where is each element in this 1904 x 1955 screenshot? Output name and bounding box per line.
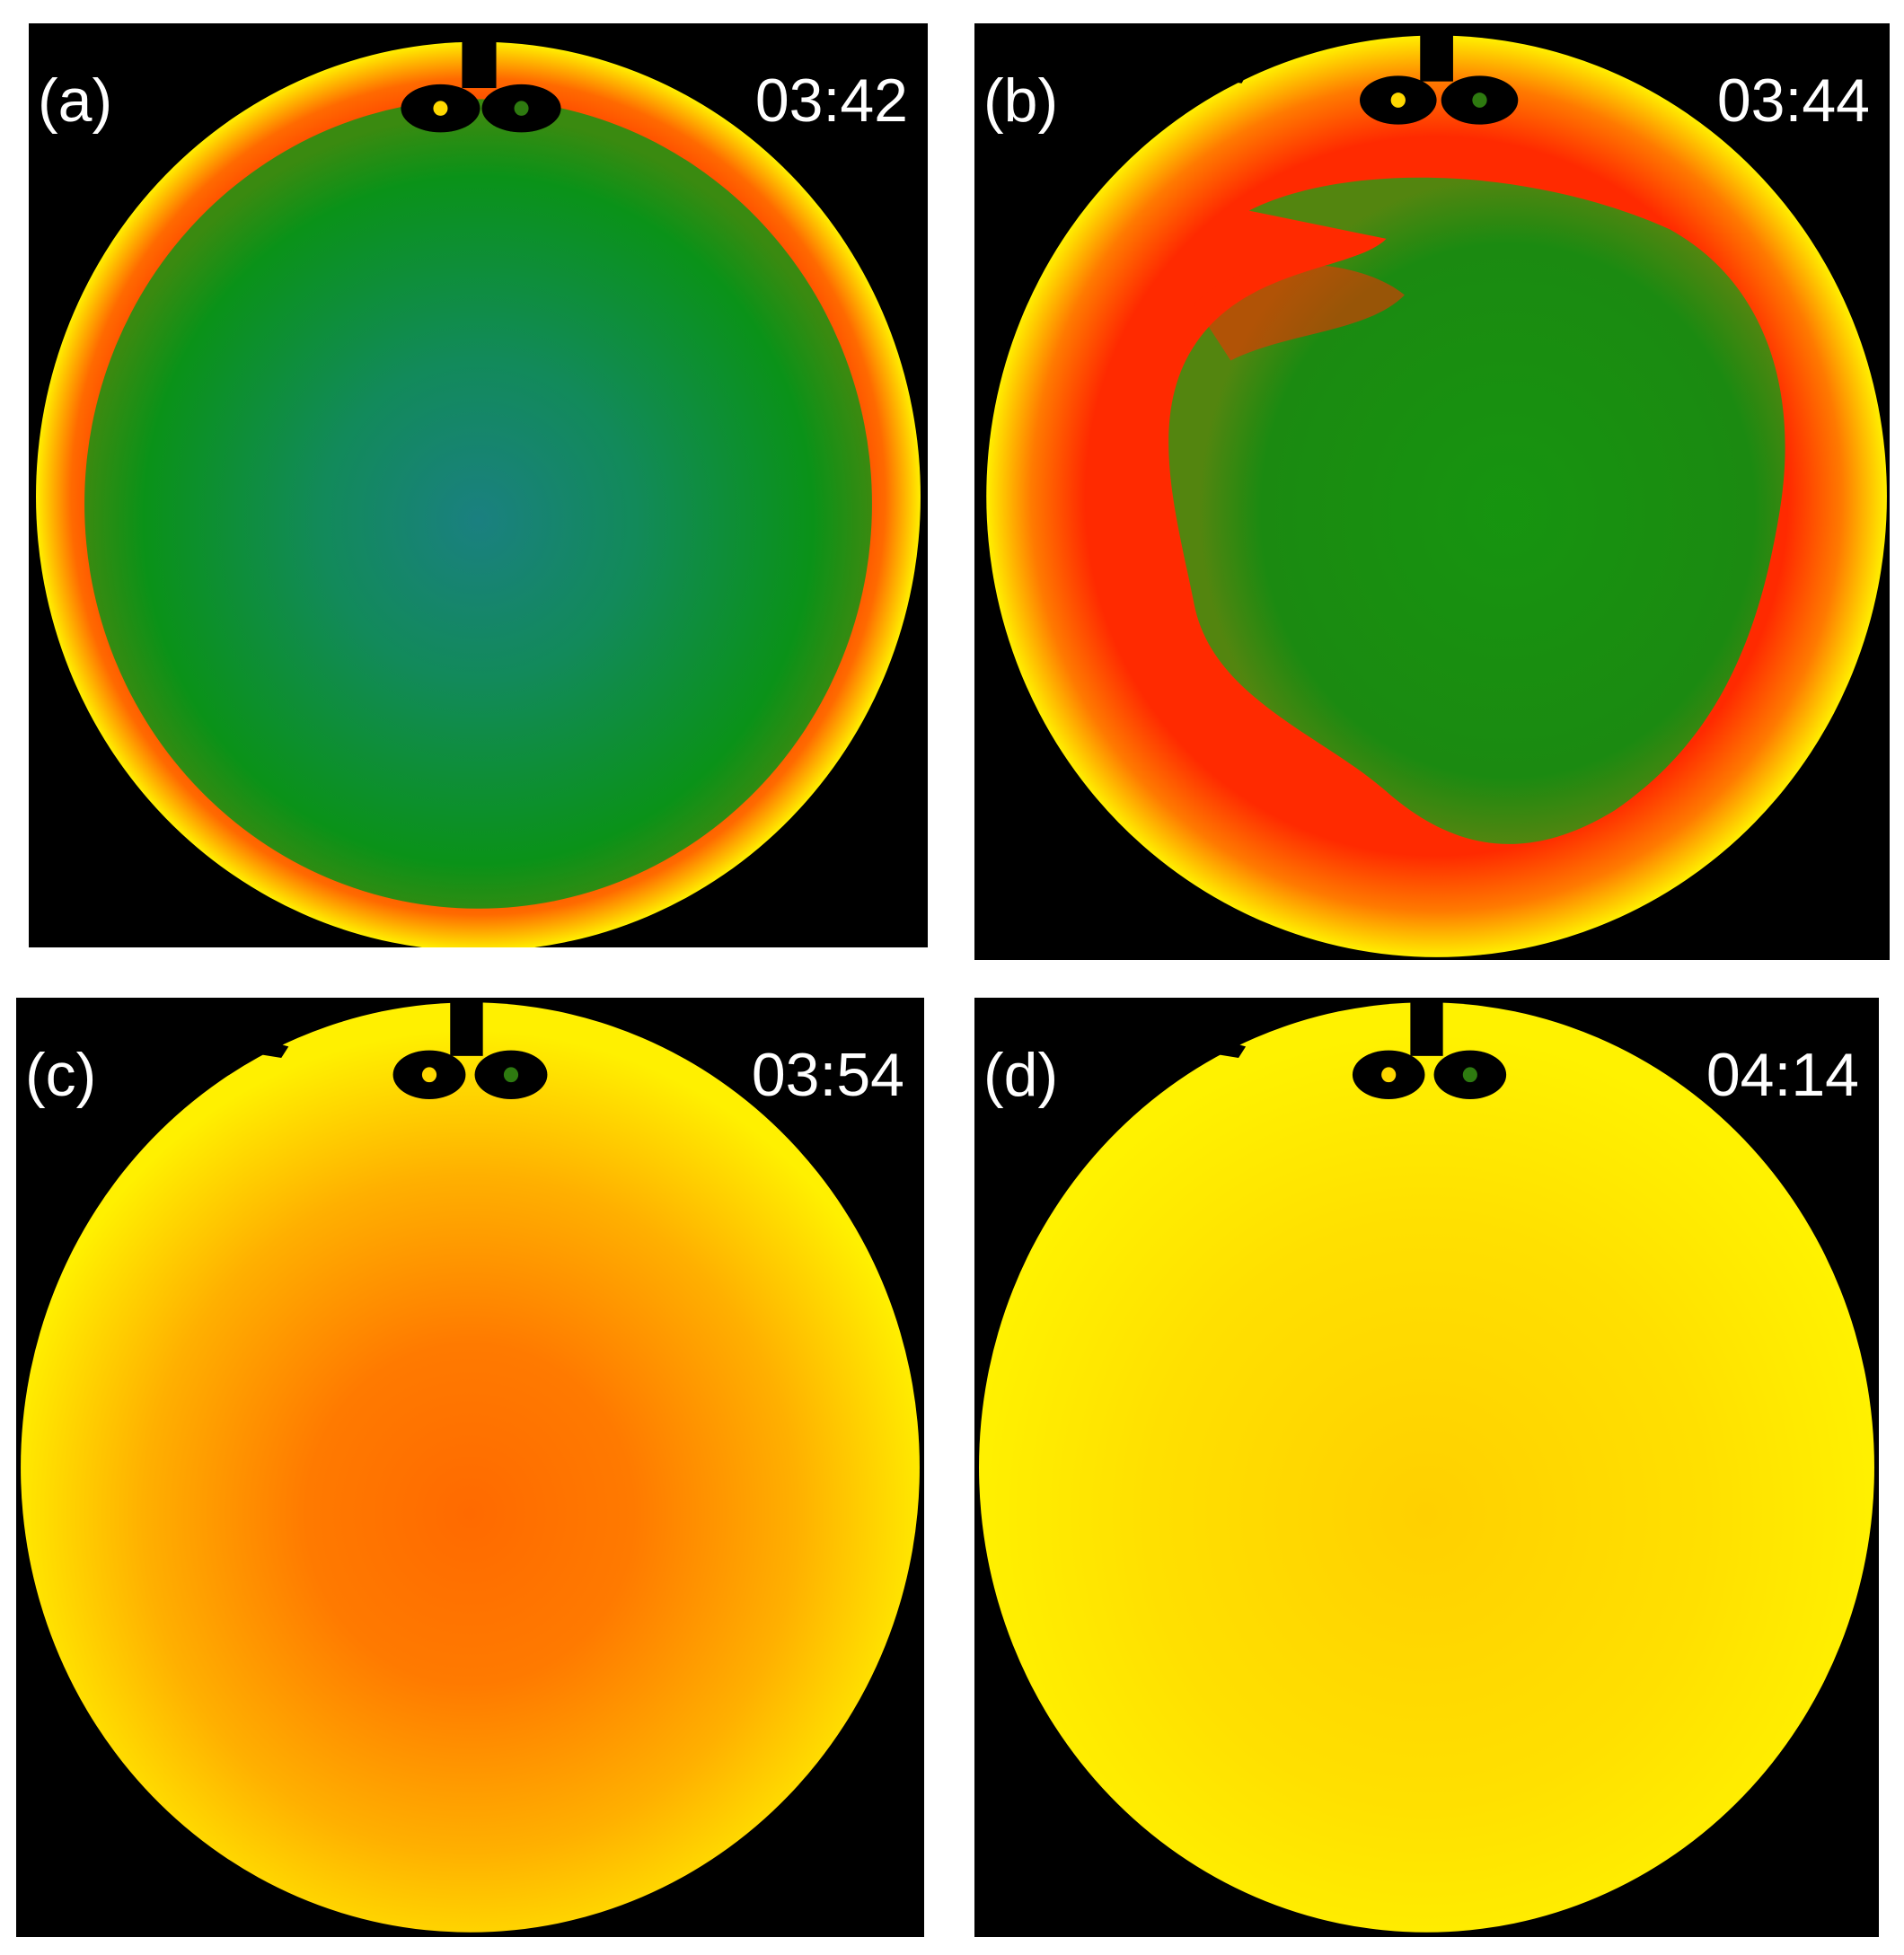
rim-notch [1213,62,1249,84]
top-slot [450,998,483,1056]
disc-image-d [979,998,1874,1933]
timestamp: 03:44 [1716,66,1870,135]
red-plume [1194,264,1405,361]
panel-c: (c) 03:54 [16,998,924,1937]
rim-notch [253,1036,289,1058]
sensor-dot-left [1390,92,1406,108]
disc-image-c [21,998,920,1933]
panel-label: (a) [38,66,113,135]
sensor-dot-right [1472,92,1487,108]
sensor-dot-left [1381,1067,1397,1083]
panel-label: (c) [25,1041,97,1109]
disc-fill [979,1002,1874,1933]
disc-image-a [36,23,921,947]
disc-core [1168,177,1785,844]
disc-fill [21,1002,920,1933]
top-slot [1410,998,1443,1056]
top-slot [462,23,497,89]
sensor-dot-left [433,101,448,116]
sensor-dot-right [514,101,529,116]
top-slot [1420,23,1453,82]
sensor-dot-left [421,1067,437,1083]
panel-a: (a) 03:42 [29,23,928,947]
sensor-dot-right [503,1067,519,1083]
rim-notch [264,62,299,83]
panel-b: (b) 03:44 [974,23,1890,960]
panel-label: (b) [983,66,1059,135]
timestamp: 03:54 [751,1041,904,1109]
rim-notch [1211,1036,1247,1058]
sensor-dot-right [1462,1067,1477,1083]
timestamp: 04:14 [1706,1041,1859,1109]
disc-image-b [986,23,1887,957]
panel-label: (d) [983,1041,1059,1109]
panel-d: (d) 04:14 [974,998,1879,1937]
timestamp: 03:42 [754,66,908,135]
disc-core [84,99,872,909]
